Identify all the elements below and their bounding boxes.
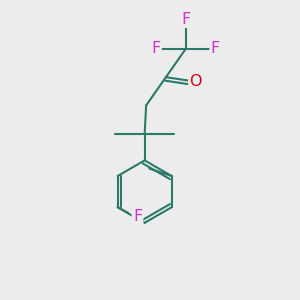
Text: F: F bbox=[211, 41, 220, 56]
Text: O: O bbox=[189, 74, 202, 89]
Text: F: F bbox=[133, 208, 142, 224]
Text: F: F bbox=[151, 41, 160, 56]
Text: F: F bbox=[181, 12, 190, 27]
